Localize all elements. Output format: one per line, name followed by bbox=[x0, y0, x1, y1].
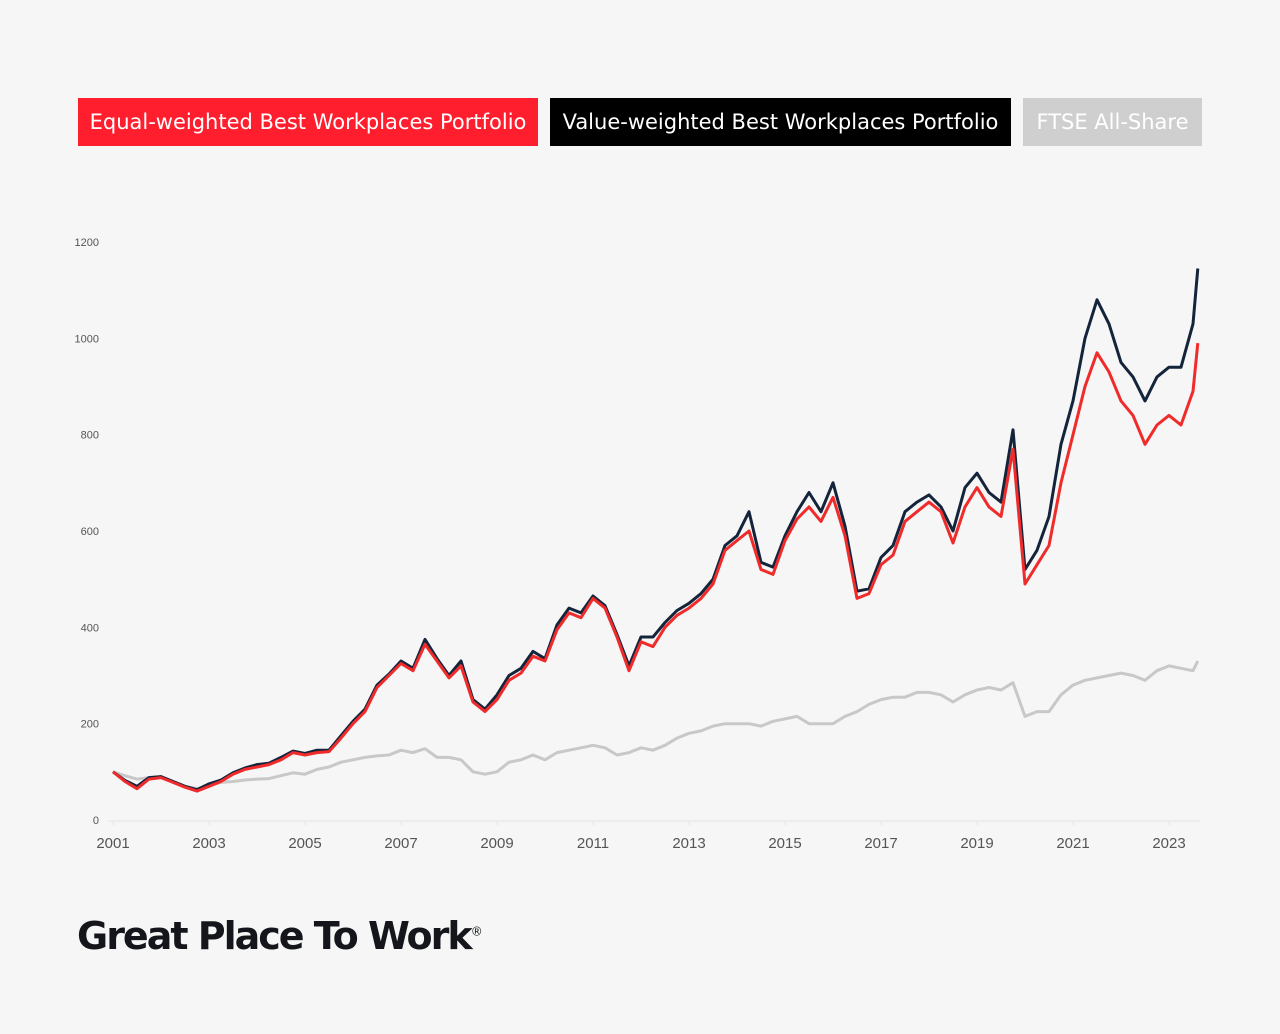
logo-text: Great Place To Work bbox=[77, 914, 473, 958]
x-tick-label: 2003 bbox=[192, 835, 225, 852]
y-tick-label: 600 bbox=[81, 526, 99, 538]
y-tick-label: 1200 bbox=[75, 237, 99, 249]
y-tick-label: 0 bbox=[93, 815, 99, 827]
x-tick-label: 2023 bbox=[1152, 835, 1185, 852]
legend-ftse-all-share: FTSE All-Share bbox=[1023, 98, 1202, 146]
x-tick-label: 2001 bbox=[96, 835, 129, 852]
x-tick-label: 2009 bbox=[480, 835, 513, 852]
x-tick-label: 2021 bbox=[1056, 835, 1089, 852]
x-tick-label: 2013 bbox=[672, 835, 705, 852]
legend-value-weighted: Value-weighted Best Workplaces Portfolio bbox=[550, 98, 1011, 146]
x-tick-label: 2007 bbox=[384, 835, 417, 852]
y-tick-label: 200 bbox=[81, 719, 99, 731]
series-line-ftse-all-share bbox=[112, 660, 1200, 791]
series-line-equal-weighted-best-workplaces-portfolio bbox=[112, 342, 1200, 793]
great-place-to-work-logo: Great Place To Work® bbox=[77, 914, 483, 958]
x-tick-label: 2005 bbox=[288, 835, 321, 852]
y-tick-label: 800 bbox=[81, 430, 99, 442]
x-tick-label: 2019 bbox=[960, 835, 993, 852]
legend-equal-weighted: Equal-weighted Best Workplaces Portfolio bbox=[78, 98, 538, 146]
x-tick-label: 2011 bbox=[577, 835, 609, 852]
x-tick-label: 2015 bbox=[768, 835, 801, 852]
x-tick-label: 2017 bbox=[864, 835, 897, 852]
y-tick-label: 400 bbox=[81, 622, 99, 634]
registered-mark: ® bbox=[470, 924, 483, 939]
y-tick-label: 1000 bbox=[75, 333, 99, 345]
